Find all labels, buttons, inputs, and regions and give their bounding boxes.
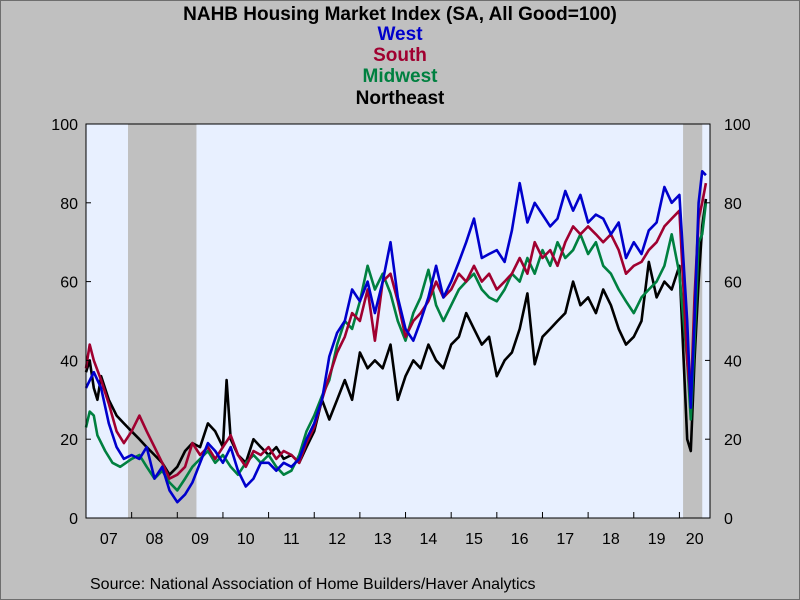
x-tick-label: 07 [100,531,118,548]
y-tick-label-left: 100 [51,117,78,134]
y-tick-label-left: 20 [60,432,78,449]
x-tick-label: 19 [648,531,666,548]
x-tick-label: 16 [511,531,529,548]
series-line-west [84,170,707,504]
y-tick-label-left: 0 [69,511,78,528]
y-tick-label-left: 80 [60,196,78,213]
x-tick-label: 12 [328,531,346,548]
x-tick-label: 20 [686,531,704,548]
plot-border [85,123,711,519]
legend-west: West [377,24,423,45]
x-tick-label: 13 [374,531,392,548]
y-tick-label-left: 40 [60,353,78,370]
x-tick-label: 15 [465,531,483,548]
series-line-south [84,182,708,480]
series-line-midwest [84,202,708,492]
x-tick-label: 17 [556,531,574,548]
source-note: Source: National Association of Home Bui… [90,576,536,593]
legend-south: South [373,45,427,66]
y-tick-label-right: 0 [724,511,733,528]
y-tick-label-right: 20 [724,432,742,449]
x-tick-label: 14 [419,531,437,548]
x-tick-label: 18 [602,531,620,548]
legend-midwest: Midwest [362,66,438,87]
chart-title: NAHB Housing Market Index (SA, All Good=… [183,4,617,25]
x-tick-label: 11 [283,531,300,548]
legend-northeast: Northeast [355,88,445,109]
y-tick-label-right: 80 [724,196,742,213]
y-tick-label-right: 60 [724,275,742,292]
y-tick-label-right: 40 [724,353,742,370]
x-tick-label: 08 [146,531,164,548]
y-tick-label-left: 60 [60,275,78,292]
x-tick-label: 10 [237,531,255,548]
x-tick-label: 09 [191,531,209,548]
series-line-northeast [84,198,708,476]
y-tick-label-right: 100 [724,117,751,134]
